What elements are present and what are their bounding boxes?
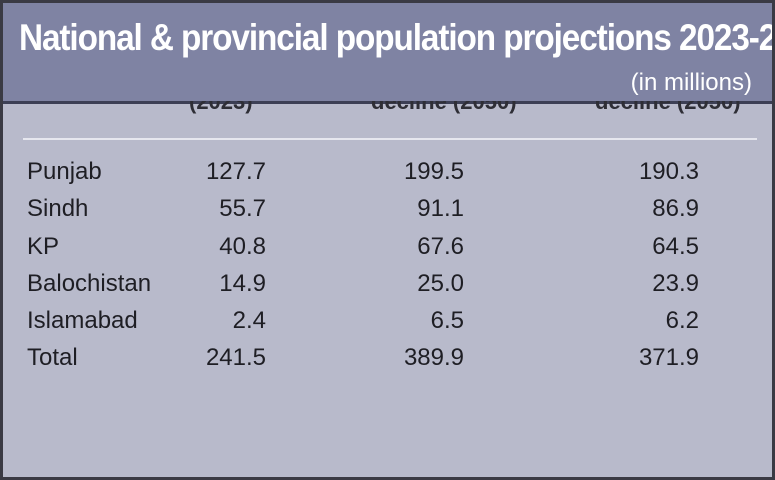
value-2023: 2.4 <box>232 307 266 335</box>
value-2050-a: 199.5 <box>403 158 464 185</box>
value-2023: 14.9 <box>219 269 266 297</box>
region-name: Total <box>27 344 78 372</box>
value-2050-b: 190.3 <box>638 158 699 185</box>
value-2050-b: 371.9 <box>638 344 699 372</box>
column-header-2023: (2023) <box>189 101 253 127</box>
region-name: KP <box>27 232 60 260</box>
value-2050-b: 64.5 <box>652 232 699 260</box>
table-header: National & provincial population project… <box>3 3 772 104</box>
value-2050-b: 86.9 <box>652 195 699 223</box>
column-header-decline-2050-b: decline (2050) <box>595 101 741 127</box>
column-header-label: decline (2050) <box>371 101 517 114</box>
region-name: Punjab <box>27 158 102 185</box>
table-subtitle: (in millions) <box>630 69 752 96</box>
value-2023: 127.7 <box>205 158 266 185</box>
table-row: Balochistan 14.9 25.0 23.9 <box>3 268 772 305</box>
table-body: Punjab 127.7 199.5 190.3 Sindh 55.7 91.1… <box>3 156 772 380</box>
column-header-decline-2050-a: decline (2050) <box>371 101 517 127</box>
column-header-label: (2023) <box>189 101 253 114</box>
table-row-total: Total 241.5 389.9 371.9 <box>3 342 772 379</box>
region-name: Sindh <box>27 195 89 223</box>
value-2050-a: 6.5 <box>430 307 464 335</box>
header-divider <box>23 138 757 140</box>
value-2050-a: 91.1 <box>417 195 464 223</box>
value-2023: 241.5 <box>205 344 266 372</box>
table-row: Islamabad 2.4 6.5 6.2 <box>3 305 772 342</box>
value-2050-a: 67.6 <box>417 232 464 260</box>
column-header-label: decline (2050) <box>595 101 741 114</box>
value-2050-b: 23.9 <box>652 269 699 297</box>
value-2050-a: 25.0 <box>417 269 464 297</box>
table-title: National & provincial population project… <box>19 17 775 58</box>
value-2050-b: 6.2 <box>665 307 699 335</box>
value-2023: 40.8 <box>219 232 266 260</box>
value-2050-a: 389.9 <box>403 344 464 372</box>
table-row: KP 40.8 67.6 64.5 <box>3 231 772 268</box>
table-row: Punjab 127.7 199.5 190.3 <box>3 156 772 193</box>
region-name: Balochistan <box>27 269 152 297</box>
value-2023: 55.7 <box>219 195 266 223</box>
region-name: Islamabad <box>27 307 138 335</box>
table-row: Sindh 55.7 91.1 86.9 <box>3 193 772 230</box>
